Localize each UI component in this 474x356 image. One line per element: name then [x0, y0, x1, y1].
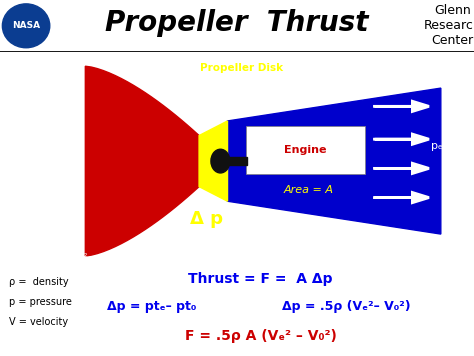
Text: Glenn
Research
Center: Glenn Research Center	[424, 4, 474, 47]
Text: Area = A: Area = A	[283, 185, 333, 195]
Ellipse shape	[2, 4, 50, 48]
FancyArrow shape	[374, 101, 429, 111]
Text: Thrust = F =  A Δp: Thrust = F = A Δp	[189, 272, 333, 286]
Text: NASA: NASA	[12, 21, 40, 30]
Text: Exit: Exit	[409, 63, 431, 73]
Ellipse shape	[211, 149, 230, 173]
FancyArrow shape	[2, 154, 76, 161]
Text: V₀: V₀	[7, 118, 20, 131]
Bar	[229, 157, 247, 166]
FancyArrow shape	[374, 134, 429, 144]
Text: ptₑ = p₀ + .5 ρ Vₑ²: ptₑ = p₀ + .5 ρ Vₑ²	[261, 253, 343, 262]
Text: Δp = ptₑ– pt₀: Δp = ptₑ– pt₀	[107, 300, 196, 313]
Polygon shape	[199, 121, 228, 201]
FancyArrow shape	[374, 193, 429, 203]
Text: pt₀ = p₀ + .5 ρ V₀²: pt₀ = p₀ + .5 ρ V₀²	[5, 253, 87, 262]
FancyArrow shape	[374, 163, 429, 173]
Text: p = pressure: p = pressure	[9, 297, 73, 307]
Polygon shape	[85, 66, 199, 256]
Text: Propeller  Thrust: Propeller Thrust	[105, 9, 369, 37]
Text: Δp = .5ρ (Vₑ²– V₀²): Δp = .5ρ (Vₑ²– V₀²)	[282, 300, 410, 313]
Text: Free Stream: Free Stream	[9, 61, 82, 71]
FancyArrow shape	[2, 84, 76, 92]
Text: ρ =  density: ρ = density	[9, 277, 69, 287]
FancyArrow shape	[2, 117, 76, 125]
Text: pₑ = p₀: pₑ = p₀	[431, 141, 471, 152]
Text: F = .5ρ A (Vₑ² – V₀²): F = .5ρ A (Vₑ² – V₀²)	[185, 329, 337, 343]
Text: Δ p: Δ p	[190, 210, 223, 229]
Text: Vₑ: Vₑ	[443, 104, 457, 116]
Text: V = velocity: V = velocity	[9, 317, 69, 327]
Text: p₀: p₀	[7, 151, 20, 164]
Text: Propeller Disk: Propeller Disk	[200, 63, 283, 73]
Text: Engine: Engine	[284, 145, 327, 155]
Polygon shape	[228, 88, 441, 234]
Bar	[246, 126, 365, 174]
FancyArrow shape	[2, 190, 76, 198]
FancyArrow shape	[2, 223, 76, 230]
